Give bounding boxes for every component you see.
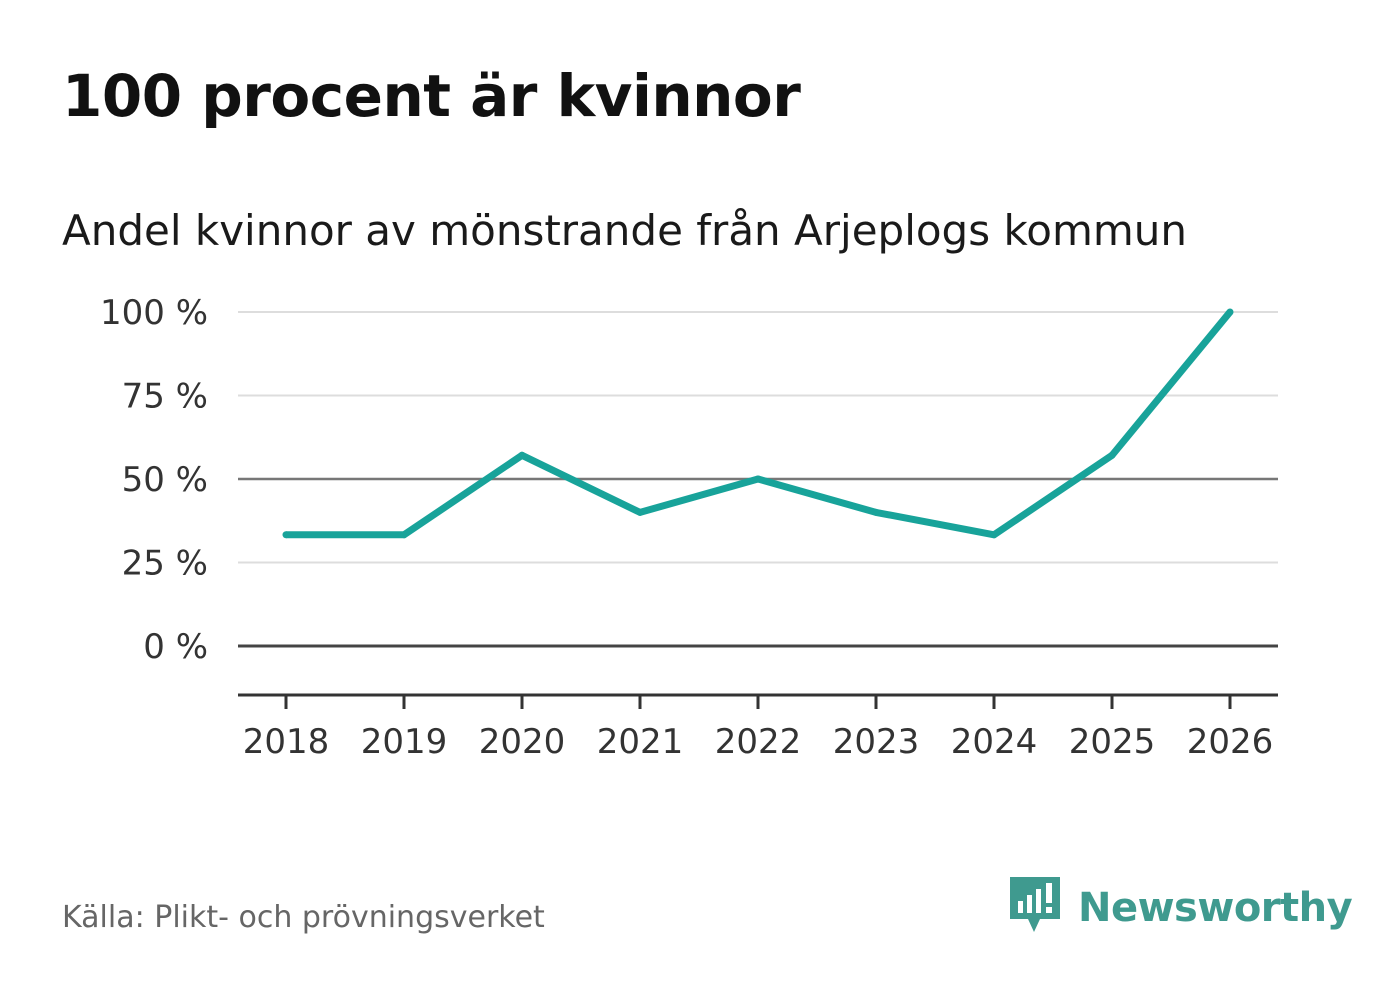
y-tick-label: 75 % — [122, 377, 208, 417]
y-tick-label: 25 % — [122, 544, 208, 584]
y-tick-label: 0 % — [143, 627, 208, 667]
x-tick-label: 2025 — [1069, 722, 1156, 762]
y-tick-label: 100 % — [100, 293, 208, 333]
bar-chart-speech-bubble-icon — [1010, 877, 1060, 932]
x-tick-label: 2020 — [479, 722, 566, 762]
brand-name: Newsworthy — [1078, 885, 1353, 931]
data-point — [282, 531, 290, 539]
x-tick-label: 2026 — [1187, 722, 1274, 762]
data-point — [518, 451, 526, 459]
y-tick-label: 50 % — [122, 460, 208, 500]
chart-title: 100 procent är kvinnor — [62, 62, 801, 130]
x-tick-label: 2022 — [715, 722, 802, 762]
line-chart: 0 % 25 % 50 % 75 % 100 % 2018 2019 2020 2021 2022… — [100, 293, 1278, 762]
data-point — [636, 508, 644, 516]
data-point — [1226, 308, 1234, 316]
x-tick-label: 2019 — [361, 722, 448, 762]
chart-subtitle: Andel kvinnor av mönstrande från Arjeplo… — [62, 206, 1188, 255]
source-note: Källa: Plikt- och prövningsverket — [62, 900, 545, 935]
data-point — [400, 531, 408, 539]
data-point — [1108, 451, 1116, 459]
x-tick-label: 2023 — [833, 722, 920, 762]
newsworthy-logo: Newsworthy — [1010, 876, 1353, 940]
data-point — [872, 508, 880, 516]
series-line — [286, 309, 1233, 539]
x-tick-label: 2024 — [951, 722, 1038, 762]
x-tick-label: 2021 — [597, 722, 684, 762]
x-tick-label: 2018 — [243, 722, 330, 762]
data-point — [754, 475, 762, 483]
data-point — [990, 531, 998, 539]
